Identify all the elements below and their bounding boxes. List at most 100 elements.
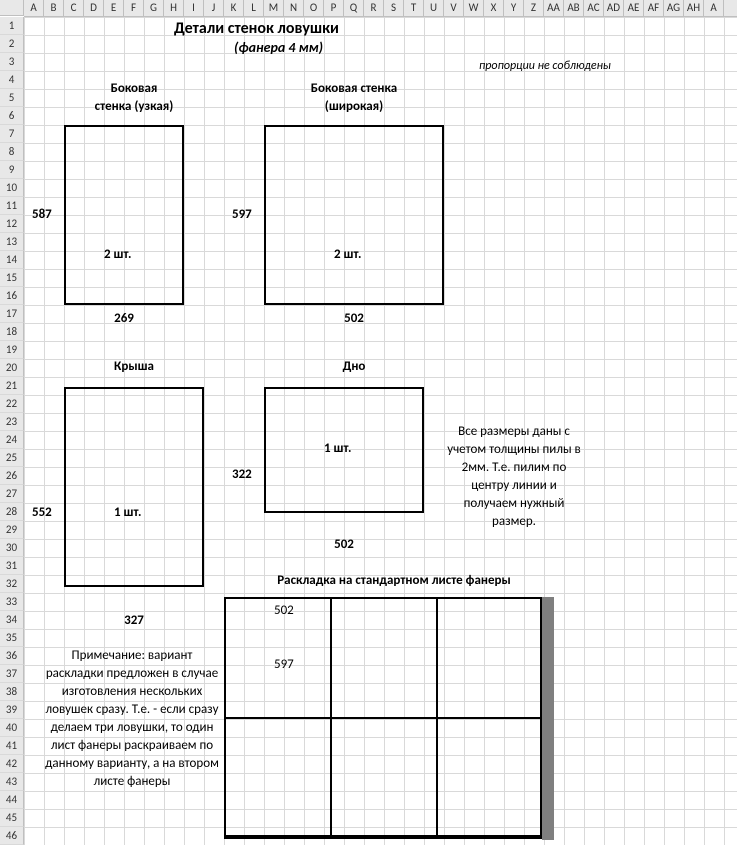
row-header[interactable]: 21 — [0, 377, 24, 395]
column-header[interactable]: K — [224, 0, 244, 16]
column-header[interactable]: U — [424, 0, 444, 16]
layout-h1 — [224, 717, 542, 719]
column-header[interactable]: A — [704, 0, 724, 16]
row-header[interactable]: 3 — [0, 53, 24, 71]
row-header[interactable]: 8 — [0, 143, 24, 161]
row-header[interactable]: 32 — [0, 575, 24, 593]
column-header[interactable]: R — [364, 0, 384, 16]
column-header[interactable]: Q — [344, 0, 364, 16]
row-header[interactable]: 20 — [0, 359, 24, 377]
cells-area[interactable]: Детали стенок ловушки (фанера 4 мм) проп… — [24, 17, 737, 845]
box-roof — [64, 387, 204, 587]
column-header[interactable]: AE — [624, 0, 644, 16]
column-header[interactable]: AF — [644, 0, 664, 16]
dim-roof-h: 552 — [32, 505, 52, 520]
row-header[interactable]: 26 — [0, 467, 24, 485]
dim-wide-w: 502 — [314, 311, 394, 326]
row-header[interactable]: 31 — [0, 557, 24, 575]
column-header[interactable]: H — [164, 0, 184, 16]
column-header[interactable]: F — [124, 0, 144, 16]
row-header[interactable]: 39 — [0, 701, 24, 719]
column-header[interactable]: AC — [584, 0, 604, 16]
column-header[interactable]: AA — [544, 0, 564, 16]
row-header[interactable]: 40 — [0, 719, 24, 737]
dim-narrow-w: 269 — [84, 311, 164, 326]
dim-roof-w: 327 — [104, 613, 164, 628]
column-header[interactable]: AH — [684, 0, 704, 16]
column-header[interactable]: E — [104, 0, 124, 16]
column-header[interactable]: AD — [604, 0, 624, 16]
row-header[interactable]: 7 — [0, 125, 24, 143]
row-header[interactable]: 17 — [0, 305, 24, 323]
row-header[interactable]: 43 — [0, 773, 24, 791]
column-header[interactable]: O — [304, 0, 324, 16]
row-header[interactable]: 38 — [0, 683, 24, 701]
row-header[interactable]: 36 — [0, 647, 24, 665]
column-header[interactable]: AG — [664, 0, 684, 16]
row-header[interactable]: 6 — [0, 107, 24, 125]
column-header[interactable]: C — [64, 0, 84, 16]
column-header[interactable]: V — [444, 0, 464, 16]
subtitle: (фанера 4 мм) — [234, 39, 323, 56]
column-header[interactable]: M — [264, 0, 284, 16]
dim-bottom-h: 322 — [232, 467, 252, 482]
row-header[interactable]: 9 — [0, 161, 24, 179]
row-header[interactable]: 29 — [0, 521, 24, 539]
column-header[interactable]: Y — [504, 0, 524, 16]
row-header[interactable]: 33 — [0, 593, 24, 611]
layout-h2 — [224, 837, 542, 839]
layout-right-strip — [542, 597, 554, 840]
column-header[interactable]: T — [404, 0, 424, 16]
row-header[interactable]: 18 — [0, 323, 24, 341]
row-header[interactable]: 19 — [0, 341, 24, 359]
column-header[interactable]: B — [44, 0, 64, 16]
row-header[interactable]: 41 — [0, 737, 24, 755]
row-header[interactable]: 12 — [0, 215, 24, 233]
row-header[interactable]: 4 — [0, 71, 24, 89]
row-header[interactable]: 13 — [0, 233, 24, 251]
row-header[interactable]: 25 — [0, 449, 24, 467]
column-header[interactable]: N — [284, 0, 304, 16]
row-header[interactable]: 46 — [0, 827, 24, 845]
row-header[interactable]: 35 — [0, 629, 24, 647]
row-header[interactable]: 2 — [0, 35, 24, 53]
column-header[interactable]: X — [484, 0, 504, 16]
row-header[interactable]: 27 — [0, 485, 24, 503]
row-header[interactable]: 30 — [0, 539, 24, 557]
column-header[interactable]: P — [324, 0, 344, 16]
row-header[interactable]: 14 — [0, 251, 24, 269]
column-header[interactable]: D — [84, 0, 104, 16]
row-header[interactable]: 44 — [0, 791, 24, 809]
column-header[interactable]: Z — [524, 0, 544, 16]
layout-dim-597: 597 — [274, 657, 294, 672]
column-header[interactable]: I — [184, 0, 204, 16]
row-header[interactable]: 45 — [0, 809, 24, 827]
qty-narrow: 2 шт. — [104, 247, 132, 262]
row-header[interactable]: 15 — [0, 269, 24, 287]
row-header[interactable]: 5 — [0, 89, 24, 107]
column-header[interactable]: J — [204, 0, 224, 16]
column-header[interactable]: A — [24, 0, 44, 16]
row-header[interactable]: 28 — [0, 503, 24, 521]
dim-bottom-w: 502 — [314, 537, 374, 552]
column-header[interactable]: G — [144, 0, 164, 16]
proportions-note: пропорции не соблюдены — [479, 59, 611, 73]
row-header[interactable]: 34 — [0, 611, 24, 629]
row-header[interactable]: 23 — [0, 413, 24, 431]
row-header[interactable]: 1 — [0, 17, 24, 35]
row-header[interactable]: 11 — [0, 197, 24, 215]
row-header[interactable]: 10 — [0, 179, 24, 197]
row-header[interactable]: 16 — [0, 287, 24, 305]
row-header[interactable]: 24 — [0, 431, 24, 449]
label-wide-1: Боковая стенка — [284, 81, 424, 96]
row-header[interactable]: 22 — [0, 395, 24, 413]
column-header[interactable]: AB — [564, 0, 584, 16]
bottom-note: Примечание: вариант раскладки предложен … — [42, 647, 222, 791]
column-header[interactable]: S — [384, 0, 404, 16]
column-header[interactable]: L — [244, 0, 264, 16]
row-header[interactable]: 37 — [0, 665, 24, 683]
column-header[interactable]: W — [464, 0, 484, 16]
row-header[interactable]: 42 — [0, 755, 24, 773]
side-note: Все размеры даны с учетом толщины пилы в… — [444, 423, 584, 531]
select-all-corner[interactable] — [0, 0, 24, 16]
